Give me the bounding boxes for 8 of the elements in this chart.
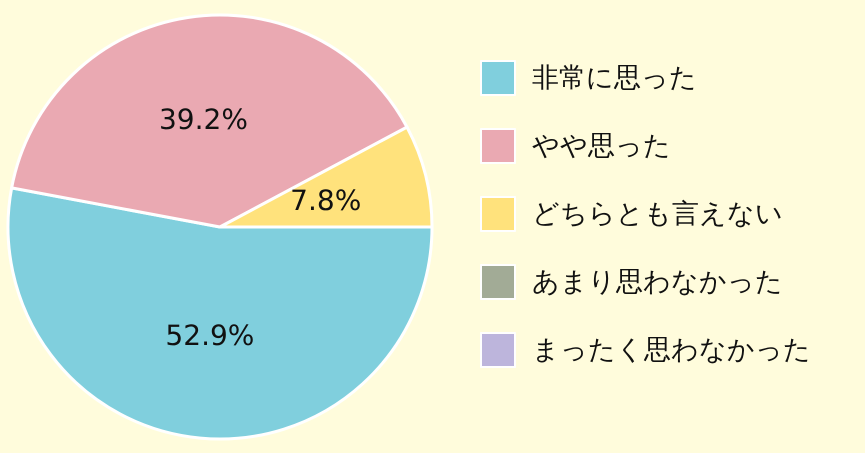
legend-label: あまり思わなかった bbox=[532, 266, 783, 298]
legend-label: やや思った bbox=[532, 130, 671, 162]
legend-label: どちらとも言えない bbox=[532, 198, 783, 230]
data-label: 7.8% bbox=[290, 184, 362, 218]
legend-label: まったく思わなかった bbox=[532, 334, 811, 366]
data-label: 52.9% bbox=[165, 319, 254, 352]
legend-label: 非常に思った bbox=[532, 62, 697, 94]
data-label: 39.2% bbox=[158, 102, 248, 136]
